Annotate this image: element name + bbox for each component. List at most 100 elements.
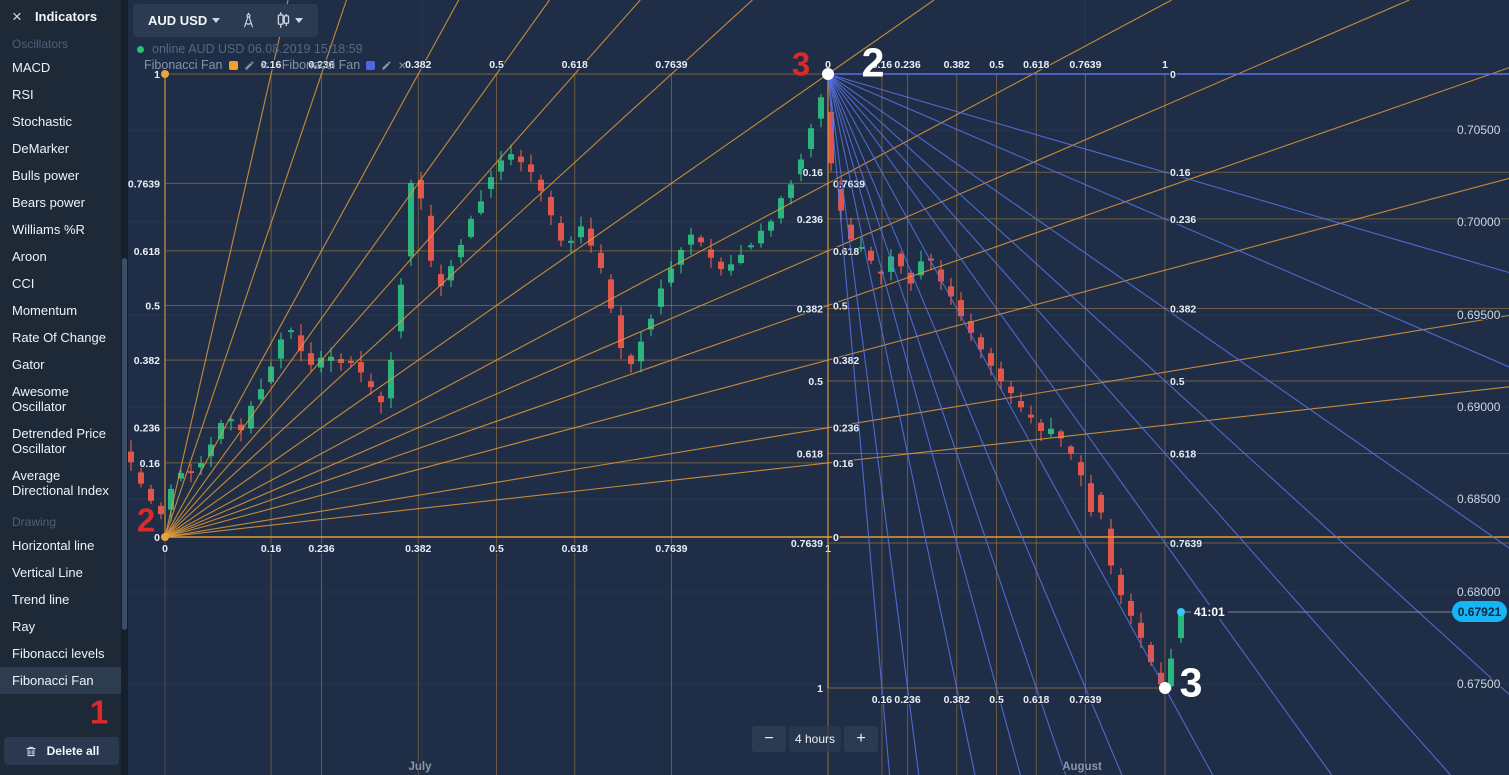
edit-pencil-icon[interactable] — [381, 60, 392, 71]
svg-text:0.68500: 0.68500 — [1457, 492, 1501, 506]
svg-text:0.5: 0.5 — [989, 59, 1004, 71]
sidebar-item-ray[interactable]: Ray — [12, 619, 36, 634]
svg-text:0.7639: 0.7639 — [1069, 694, 1101, 706]
svg-text:0.236: 0.236 — [833, 423, 859, 435]
timeframe-label: 4 hours — [789, 726, 841, 752]
svg-text:0.236: 0.236 — [894, 694, 920, 706]
svg-text:0.618: 0.618 — [1170, 448, 1196, 460]
sidebar-item-rsi[interactable]: RSI — [12, 87, 34, 102]
connection-status: online AUD USD 06.08.2019 15:18:59 — [137, 42, 363, 56]
svg-text:0.618: 0.618 — [797, 448, 823, 460]
color-swatch — [366, 60, 376, 70]
svg-text:0.5: 0.5 — [145, 301, 160, 313]
status-text: online AUD USD 06.08.2019 15:18:59 — [152, 42, 363, 56]
svg-text:1: 1 — [817, 683, 823, 695]
remove-drawing-icon[interactable]: × — [260, 57, 269, 73]
svg-text:0: 0 — [1170, 69, 1176, 81]
svg-text:0: 0 — [833, 532, 839, 544]
sidebar-item-gator[interactable]: Gator — [12, 357, 45, 372]
asset-selector[interactable]: AUD USD — [148, 13, 221, 28]
step-annotation-2: 2 — [861, 39, 885, 86]
delete-all-button[interactable]: Delete all — [4, 737, 119, 765]
svg-text:0.16: 0.16 — [261, 59, 282, 71]
sidebar-item-fibonacci-levels[interactable]: Fibonacci levels — [12, 646, 105, 661]
sidebar-item-horizontal-line[interactable]: Horizontal line — [12, 538, 95, 553]
color-swatch — [228, 60, 238, 70]
sidebar-item-fibonacci-fan[interactable]: Fibonacci Fan — [0, 667, 121, 694]
svg-text:1: 1 — [154, 69, 160, 81]
zoom-out-button[interactable]: − — [752, 726, 786, 752]
sidebar-item-bulls-power[interactable]: Bulls power — [12, 168, 80, 183]
sidebar-title: Indicators — [34, 9, 98, 24]
fib-fan-blue-handle[interactable] — [822, 68, 834, 80]
svg-text:0.7639: 0.7639 — [655, 543, 687, 555]
svg-text:0.70000: 0.70000 — [1457, 215, 1501, 229]
sidebar-item-williams-r[interactable]: Williams %R — [12, 222, 85, 237]
drawing-tools-button[interactable] — [240, 12, 257, 30]
sidebar-item-vertical-line[interactable]: Vertical Line — [12, 565, 83, 580]
sidebar-item-average-directional-index[interactable]: Average Directional Index — [12, 468, 109, 498]
delete-all-label: Delete all — [46, 744, 100, 758]
svg-text:0.236: 0.236 — [308, 59, 334, 71]
remove-drawing-icon[interactable]: × — [398, 57, 407, 73]
step-annotation-3: 3 — [1179, 659, 1203, 706]
sidebar-item-awesome-oscillator[interactable]: Awesome Oscillator — [12, 384, 69, 414]
current-price-line — [1177, 608, 1452, 616]
svg-text:0.382: 0.382 — [1170, 304, 1196, 316]
svg-text:0.69500: 0.69500 — [1457, 308, 1501, 322]
timeframe-control: − 4 hours + — [752, 726, 878, 752]
online-dot-icon — [137, 45, 144, 53]
zoom-in-button[interactable]: + — [844, 726, 878, 752]
svg-text:0.7639: 0.7639 — [1069, 59, 1101, 71]
sidebar-item-aroon[interactable]: Aroon — [12, 249, 47, 264]
svg-text:0.236: 0.236 — [134, 423, 160, 435]
fib-fan-orange-handle[interactable] — [161, 533, 169, 541]
chevron-down-icon — [212, 18, 221, 23]
candle-countdown-timer: 41:01 — [1191, 605, 1228, 619]
svg-text:0.16: 0.16 — [833, 458, 854, 470]
svg-text:0.618: 0.618 — [1023, 694, 1049, 706]
svg-text:August: August — [1062, 761, 1102, 773]
svg-text:0.618: 0.618 — [562, 59, 588, 71]
sidebar-item-bears-power[interactable]: Bears power — [12, 195, 85, 210]
sidebar-item-stochastic[interactable]: Stochastic — [12, 114, 72, 129]
edit-pencil-icon[interactable] — [244, 60, 255, 71]
chart-type-button[interactable] — [277, 11, 304, 30]
sidebar-item-trend-line[interactable]: Trend line — [12, 592, 70, 607]
scrollbar-thumb[interactable] — [122, 258, 127, 630]
step-annotation-2: 2 — [136, 501, 156, 539]
fib-fan-blue: 0 0.16 0.236 0.382 0.5 0.618 0.7639 10.16 0.236 0… — [790, 58, 1509, 775]
sidebar-item-demarker[interactable]: DeMarker — [12, 141, 70, 156]
sidebar-item-macd[interactable]: MACD — [12, 60, 51, 75]
sidebar-item-rate-of-change[interactable]: Rate Of Change — [12, 330, 106, 345]
svg-text:0.5: 0.5 — [489, 543, 504, 555]
legend-item-fibonacci-fan-2: Fibonacci Fan × — [282, 58, 407, 72]
asset-pair-label: AUD USD — [148, 13, 208, 28]
fib-fan-blue-handle[interactable] — [1159, 682, 1171, 694]
svg-text:0.5: 0.5 — [1170, 376, 1185, 388]
price-grid — [128, 0, 1509, 762]
section-label-oscillators: Oscillators — [12, 37, 69, 51]
svg-text:July: July — [408, 761, 432, 773]
fib-fan-orange-handle[interactable] — [161, 70, 169, 78]
time-axis: July August — [407, 760, 1103, 775]
svg-text:0.382: 0.382 — [944, 59, 970, 71]
sidebar-item-detrended-price-oscillator[interactable]: Detrended Price Oscillator — [12, 426, 106, 456]
svg-text:0.382: 0.382 — [405, 59, 431, 71]
sidebar-item-momentum[interactable]: Momentum — [12, 303, 78, 318]
svg-text:0.7639: 0.7639 — [791, 538, 823, 550]
svg-text:0.236: 0.236 — [894, 59, 920, 71]
sidebar-item-cci[interactable]: CCI — [12, 276, 35, 291]
svg-text:0.16: 0.16 — [872, 694, 893, 706]
legend-label: Fibonacci Fan — [281, 58, 361, 72]
close-icon[interactable]: × — [12, 6, 22, 26]
chart-toolbar: AUD USD — [133, 4, 319, 37]
current-price-badge: 0.67921 — [1452, 601, 1507, 622]
svg-text:0.382: 0.382 — [944, 694, 970, 706]
svg-text:0: 0 — [154, 532, 160, 544]
trash-icon — [26, 746, 36, 756]
svg-text:0.16: 0.16 — [261, 543, 282, 555]
price-axis: 0.70500 0.70000 0.69500 0.69000 0.68500 0.680… — [1456, 122, 1502, 693]
